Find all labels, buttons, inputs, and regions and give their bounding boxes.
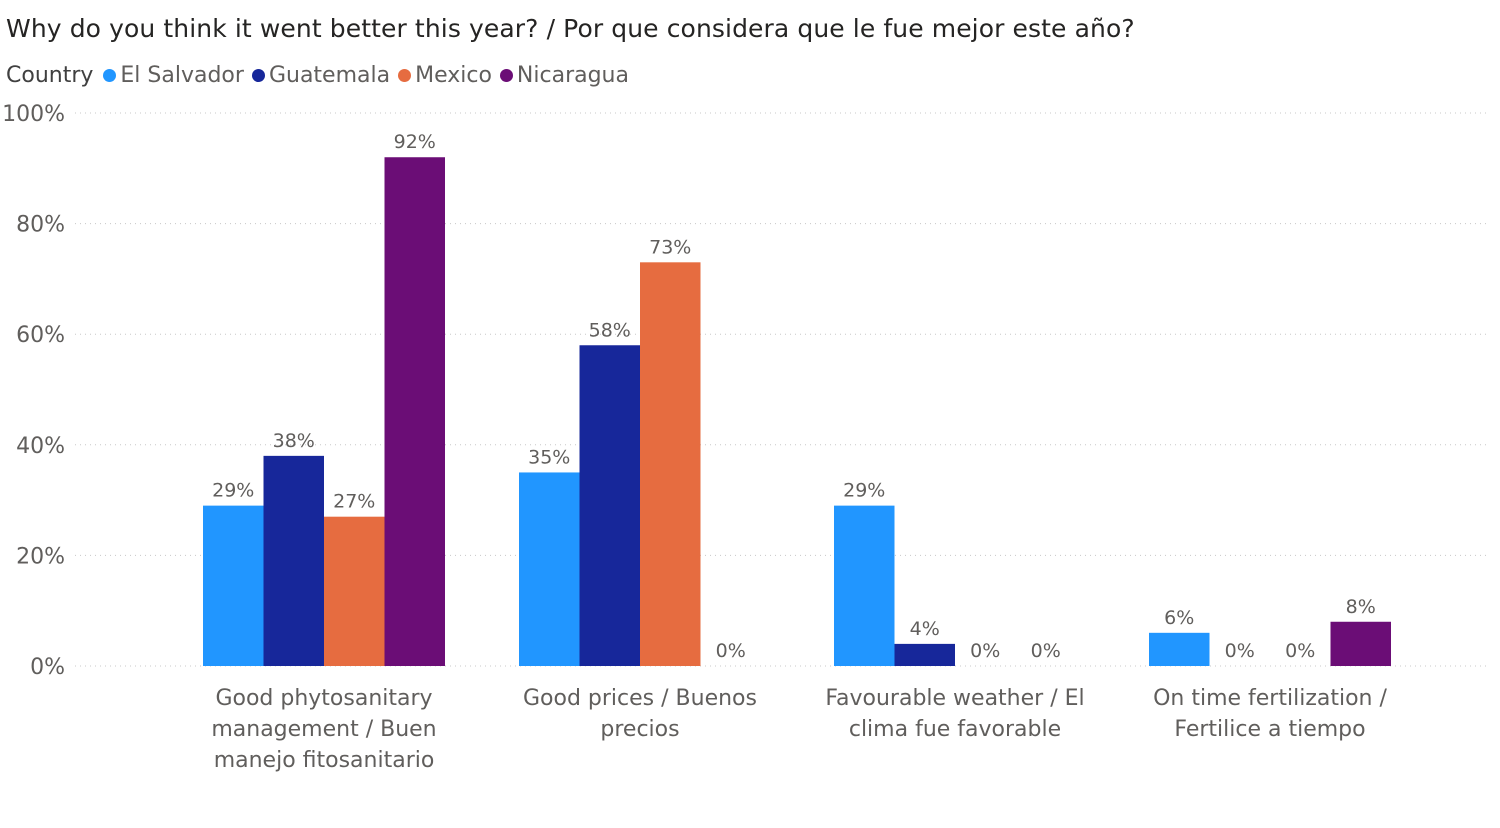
y-tick-label: 80% [16, 213, 65, 238]
bar [384, 157, 445, 667]
x-tick-label-line: On time fertilization / [1153, 686, 1387, 711]
data-label: 92% [394, 131, 436, 153]
legend-marker [398, 68, 412, 82]
data-label: 38% [273, 430, 315, 452]
data-label: 0% [716, 640, 746, 662]
y-tick-label: 40% [16, 434, 65, 459]
legend-item-mexico[interactable]: Mexico [398, 63, 492, 88]
data-label: 58% [589, 319, 631, 341]
x-tick-label-line: Good prices / Buenos [523, 686, 757, 711]
legend-item-el-salvador[interactable]: El Salvador [103, 63, 244, 88]
bar [579, 345, 640, 666]
bar [263, 455, 324, 666]
y-tick-label: 100% [2, 102, 65, 127]
legend-label: Mexico [415, 62, 492, 88]
data-label: 29% [843, 480, 885, 502]
data-label: 0% [1225, 640, 1255, 662]
data-label: 73% [649, 236, 691, 258]
data-label: 0% [1031, 640, 1061, 662]
legend-marker [251, 68, 265, 82]
data-label: 6% [1164, 607, 1194, 629]
legend-title: Country [6, 62, 94, 88]
legend-marker [103, 68, 117, 82]
data-label: 8% [1346, 596, 1376, 618]
x-tick-label-line: Good phytosanitary [215, 686, 432, 711]
x-tick-label-line: Favourable weather / El [825, 686, 1084, 711]
x-tick-label-line: clima fue favorable [849, 717, 1061, 742]
x-tick-label-line: precios [600, 717, 679, 742]
bar [640, 262, 701, 666]
bar [324, 516, 385, 666]
data-label: 4% [910, 618, 940, 640]
x-tick-label: On time fertilization / Fertilice a tiemp… [1153, 686, 1387, 742]
chart-title: Why do you think it went better this yea… [6, 14, 1135, 43]
data-label: 0% [970, 640, 1000, 662]
legend-item-nicaragua[interactable]: Nicaragua [499, 62, 629, 88]
x-tick-label: Favourable weather / El clima fue favorab… [825, 686, 1084, 742]
x-tick-label-line: manejo fitosanitario [214, 748, 435, 773]
data-label: 0% [1285, 640, 1315, 662]
data-label: 35% [528, 446, 570, 468]
y-tick-label: 0% [30, 655, 65, 680]
bar [203, 505, 264, 666]
legend-label: Guatemala [268, 62, 391, 88]
y-tick-label: 20% [16, 544, 65, 569]
x-tick-label: Good phytosanitary management / Buen manej… [211, 686, 436, 773]
legend-label: El Salvador [120, 62, 244, 88]
bar [834, 505, 895, 666]
bar [519, 472, 580, 666]
x-tick-label: Good prices / Buenos precios [523, 686, 757, 742]
bar [894, 643, 955, 666]
y-tick-label: 60% [16, 323, 65, 348]
x-tick-label-line: management / Buen [211, 717, 436, 742]
data-label: 27% [333, 491, 375, 513]
legend: Country El Salvador Guatemala Mexico Nicara… [6, 60, 637, 90]
x-tick-label-line: Fertilice a tiempo [1174, 717, 1365, 742]
legend-marker [499, 68, 513, 82]
legend-label: Nicaragua [516, 62, 629, 88]
bar [1149, 632, 1210, 666]
legend-item-guatemala[interactable]: Guatemala [251, 62, 391, 88]
data-label: 29% [212, 480, 254, 502]
bar [1330, 621, 1391, 666]
